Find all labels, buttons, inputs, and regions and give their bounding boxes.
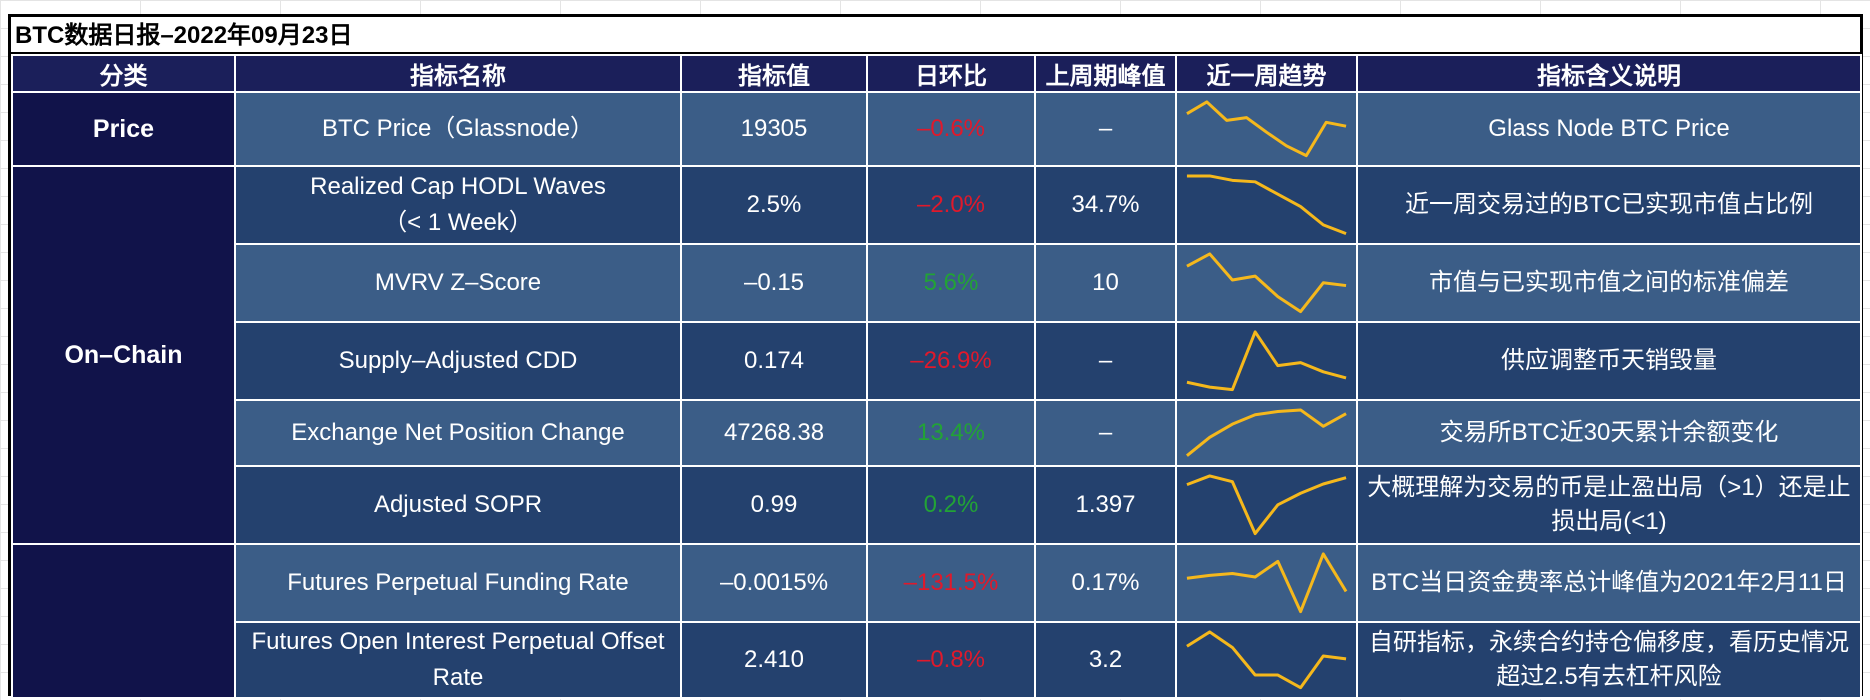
sparkline-svg (1177, 623, 1356, 697)
metric-peak: – (1034, 91, 1177, 167)
metric-dod: –0.6% (866, 91, 1036, 167)
metric-description: 自研指标，永续合约持仓偏移度，看历史情况超过2.5有去杠杆风险 (1356, 621, 1862, 699)
sparkline-svg (1177, 323, 1356, 399)
metric-peak: 0.17% (1034, 543, 1177, 623)
metric-name-line: （< 1 Week） (383, 209, 533, 236)
metrics-table: 分类 指标名称 指标值 日环比 上周期峰值 近一周趋势 指标含义说明 Price… (11, 54, 1862, 699)
metric-dod: –26.9% (866, 321, 1036, 401)
trend-line (1187, 476, 1346, 534)
trend-line (1187, 410, 1346, 456)
table-row: Supply–Adjusted CDD 0.174 –26.9% – 供应调整币… (12, 321, 1862, 401)
metric-name: Futures Perpetual Funding Rate (234, 543, 682, 623)
metric-name: MVRV Z–Score (234, 243, 682, 323)
metric-value: 19305 (680, 91, 868, 167)
table-row: MVRV Z–Score –0.15 5.6% 10 市值与已实现市值之间的标准… (12, 243, 1862, 323)
metric-dod: 5.6% (866, 243, 1036, 323)
metric-peak: 34.7% (1034, 165, 1177, 245)
metric-name: Futures Open Interest Perpetual Offset R… (234, 621, 682, 699)
metric-description: 供应调整币天销毁量 (1356, 321, 1862, 401)
header-category: 分类 (11, 54, 236, 93)
metric-name: Supply–Adjusted CDD (234, 321, 682, 401)
metric-dod: –0.8% (866, 621, 1036, 699)
sparkline-svg (1177, 167, 1356, 243)
table-row: On–Chain Realized Cap HODL Waves （< 1 We… (11, 165, 1862, 545)
metric-name-line: Realized Cap HODL Waves (310, 173, 606, 200)
sparkline-svg (1177, 401, 1356, 465)
metric-value: –0.0015% (680, 543, 868, 623)
sparkline-svg (1177, 467, 1356, 543)
header-day-over-day: 日环比 (866, 54, 1036, 93)
category-onchain: On–Chain (11, 165, 236, 545)
metric-peak: 10 (1034, 243, 1177, 323)
trend-sparkline (1175, 399, 1358, 467)
sparkline-svg (1177, 93, 1356, 165)
trend-sparkline (1175, 243, 1358, 323)
metric-peak: 3.2 (1034, 621, 1177, 699)
metric-peak: – (1034, 321, 1177, 401)
metric-name: Adjusted SOPR (234, 465, 682, 545)
trend-sparkline (1175, 321, 1358, 401)
header-metric-value: 指标值 (680, 54, 868, 93)
category-price: Price (11, 91, 236, 167)
header-weekly-trend: 近一周趋势 (1175, 54, 1358, 93)
metric-value: 47268.38 (680, 399, 868, 467)
table-row: Adjusted SOPR 0.99 0.2% 1.397 大概理解为交易的币是… (12, 465, 1862, 545)
table-row: Exchange Net Position Change 47268.38 13… (12, 399, 1862, 467)
metric-description: BTC当日资金费率总计峰值为2021年2月11日 (1356, 543, 1862, 623)
trend-line (1187, 554, 1346, 612)
metric-value: 2.410 (680, 621, 868, 699)
metric-value: 2.5% (680, 165, 868, 245)
metric-value: 0.174 (680, 321, 868, 401)
header-description: 指标含义说明 (1356, 54, 1862, 93)
metric-name: Exchange Net Position Change (234, 399, 682, 467)
metric-description: 近一周交易过的BTC已实现市值占比例 (1356, 165, 1862, 245)
trend-sparkline (1175, 621, 1358, 699)
trend-line (1187, 176, 1346, 234)
trend-line (1187, 102, 1346, 156)
metric-value: –0.15 (680, 243, 868, 323)
trend-sparkline (1175, 165, 1358, 245)
category-derivatives (11, 543, 236, 699)
metric-value: 0.99 (680, 465, 868, 545)
header-metric-name: 指标名称 (234, 54, 682, 93)
header-last-peak: 上周期峰值 (1034, 54, 1177, 93)
table-row: Futures Perpetual Funding Rate –0.0015% … (11, 543, 1862, 699)
trend-line (1187, 332, 1346, 390)
metric-description: 交易所BTC近30天累计余额变化 (1356, 399, 1862, 467)
trend-line (1187, 254, 1346, 312)
trend-sparkline (1175, 91, 1358, 167)
metric-dod: –131.5% (866, 543, 1036, 623)
table-row: Futures Open Interest Perpetual Offset R… (12, 621, 1862, 699)
report-sheet: BTC数据日报–2022年09月23日 分类 指标名称 指标值 日环比 上周期峰… (8, 14, 1863, 699)
metric-dod: –2.0% (866, 165, 1036, 245)
metric-name: Realized Cap HODL Waves （< 1 Week） (234, 165, 682, 245)
table-row: Price BTC Price（Glassnode） 19305 –0.6% –… (11, 91, 1862, 167)
table-header-row: 分类 指标名称 指标值 日环比 上周期峰值 近一周趋势 指标含义说明 (11, 54, 1862, 93)
sparkline-svg (1177, 245, 1356, 321)
metric-dod: 13.4% (866, 399, 1036, 467)
trend-sparkline (1175, 465, 1358, 545)
metric-peak: 1.397 (1034, 465, 1177, 545)
trend-sparkline (1175, 543, 1358, 623)
metric-description: Glass Node BTC Price (1356, 91, 1862, 167)
trend-line (1187, 632, 1346, 688)
metric-description: 市值与已实现市值之间的标准偏差 (1356, 243, 1862, 323)
metric-name: BTC Price（Glassnode） (234, 91, 682, 167)
metric-peak: – (1034, 399, 1177, 467)
metric-dod: 0.2% (866, 465, 1036, 545)
report-title: BTC数据日报–2022年09月23日 (11, 17, 1860, 54)
sparkline-svg (1177, 545, 1356, 621)
metric-description: 大概理解为交易的币是止盈出局（>1）还是止损出局(<1) (1356, 465, 1862, 545)
